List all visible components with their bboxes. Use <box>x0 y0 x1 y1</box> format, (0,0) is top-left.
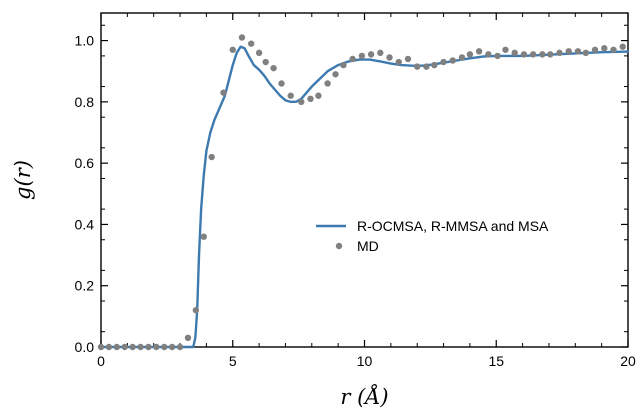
md-data-point <box>547 51 554 58</box>
md-data-point <box>200 233 207 240</box>
md-data-point <box>414 63 421 70</box>
md-data-point <box>386 54 393 61</box>
md-data-point <box>168 343 176 351</box>
y-tick-label: 0.4 <box>75 216 95 232</box>
md-data-point <box>248 40 255 47</box>
md-data-point <box>485 51 492 58</box>
x-tick-label: 0 <box>97 353 105 369</box>
tick-labels: 0 5 10 15 20 0.0 0.2 0.4 0.6 0.8 1.0 <box>75 33 636 369</box>
series-points-group <box>97 34 626 351</box>
md-data-point <box>307 95 314 103</box>
md-data-point <box>511 49 518 57</box>
md-data-point <box>176 343 184 351</box>
md-data-point <box>423 63 430 70</box>
md-data-point <box>440 58 447 66</box>
md-data-point <box>565 48 572 55</box>
md-data-point <box>113 343 121 351</box>
x-tick-label: 10 <box>357 353 373 369</box>
legend-label-md: MD <box>357 238 379 254</box>
md-data-point <box>145 343 152 351</box>
md-data-point <box>332 71 339 78</box>
md-data-point <box>161 343 168 351</box>
md-data-point <box>208 153 215 161</box>
legend-marker-swatch <box>335 242 343 250</box>
md-data-point <box>395 58 402 66</box>
md-data-point <box>105 343 113 351</box>
md-data-point <box>574 48 582 55</box>
plot-frame <box>100 12 629 348</box>
y-axis-label: g(r) <box>11 160 35 200</box>
series-line-group <box>99 45 630 349</box>
md-data-point <box>340 61 347 69</box>
x-axis-label: r (Å) <box>340 384 388 409</box>
md-data-point <box>367 51 375 58</box>
md-data-point <box>377 49 384 57</box>
series-line-roc-msa <box>99 45 630 349</box>
md-data-point <box>229 46 236 53</box>
md-data-point <box>582 49 590 57</box>
md-data-point <box>591 46 599 53</box>
md-data-point <box>192 307 200 314</box>
x-tick-label: 5 <box>229 353 237 369</box>
md-data-point <box>270 64 277 72</box>
y-tick-label: 1.0 <box>75 33 95 49</box>
md-data-point <box>610 46 617 53</box>
md-data-point <box>539 51 546 58</box>
md-data-point <box>458 54 466 61</box>
md-data-point <box>238 34 246 41</box>
legend-label-line: R-OCMSA, R-MMSA and MSA <box>357 218 549 234</box>
md-data-point <box>619 43 626 50</box>
md-data-point <box>494 52 501 60</box>
legend: R-OCMSA, R-MMSA and MSA MD <box>316 218 549 254</box>
y-tick-label: 0.8 <box>75 94 95 110</box>
md-data-point <box>97 343 105 351</box>
md-data-point <box>404 55 412 63</box>
y-tick-label: 0.2 <box>75 278 95 294</box>
axis-ticks <box>100 13 629 348</box>
md-data-point <box>255 49 263 57</box>
md-data-point <box>315 92 322 99</box>
x-tick-label: 20 <box>620 353 636 369</box>
md-data-point <box>349 55 356 63</box>
md-data-point <box>601 45 608 52</box>
md-data-point <box>278 80 285 87</box>
plot-area <box>100 12 629 348</box>
md-data-point <box>220 89 227 96</box>
md-data-point <box>287 92 294 99</box>
md-data-point <box>324 80 331 87</box>
md-data-point <box>298 98 305 106</box>
x-tick-label: 15 <box>488 353 504 369</box>
md-data-point <box>520 51 528 58</box>
md-data-point <box>153 343 160 351</box>
md-data-point <box>502 46 509 53</box>
md-data-point <box>475 48 483 55</box>
md-data-point <box>121 343 128 351</box>
md-data-point <box>449 57 456 64</box>
md-data-point <box>184 334 192 342</box>
md-data-point <box>466 51 474 58</box>
y-tick-label: 0.6 <box>75 155 95 171</box>
md-data-point <box>129 343 136 351</box>
y-tick-label: 0.0 <box>75 339 95 355</box>
md-data-point <box>358 52 366 60</box>
md-data-point <box>431 61 438 69</box>
md-data-point <box>137 343 144 351</box>
md-data-point <box>556 49 563 57</box>
md-data-point <box>262 58 269 66</box>
md-data-point <box>529 51 537 58</box>
